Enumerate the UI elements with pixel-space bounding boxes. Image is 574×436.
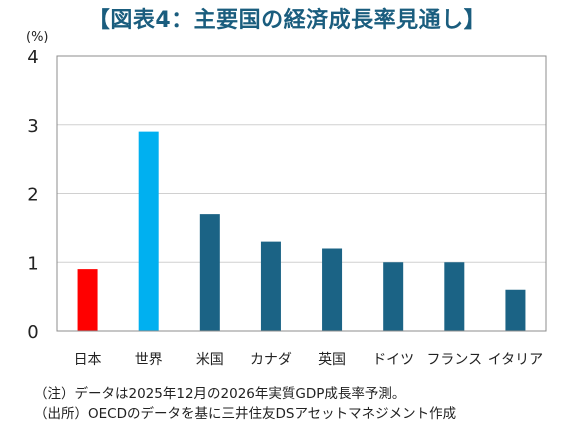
bar [260,241,281,331]
chart-notes: （注）データは2025年12月の2026年実質GDP成長率予測。 （出所）OEC… [34,384,456,424]
bar [77,269,98,331]
bar [505,289,526,331]
bar [383,262,404,331]
x-tick-label: カナダ [250,352,292,368]
x-tick-label: 英国 [318,351,346,368]
chart-title: 【図表4：主要国の経済成長率見通し】 [87,8,487,33]
bar [199,214,220,331]
y-tick-label: 4 [27,47,38,68]
bar [322,248,343,331]
y-tick-label: 1 [27,253,38,274]
x-tick-label: 米国 [196,352,224,368]
x-tick-label: ドイツ [372,352,414,368]
y-tick-label: 3 [27,116,38,137]
note-text: （注）データは2025年12月の2026年実質GDP成長率予測。 [34,386,406,402]
y-axis-unit-label: (%) [26,30,49,45]
y-tick-label: 2 [27,185,38,206]
plot-frame [56,55,547,332]
y-tick-label: 0 [27,322,38,343]
bar-chart: (%) 0 1 2 3 4 日本 世界 米国 カナダ 英国 ドイツ フランス イタリア [26,30,547,368]
source-text: （出所）OECDのデータを基に三井住友DSアセットマネジメント作成 [34,406,457,422]
bar [138,131,159,331]
bar [444,262,465,331]
x-tick-label: 世界 [135,352,163,368]
x-tick-label: 日本 [74,352,102,368]
x-tick-label: イタリア [488,352,543,368]
x-tick-label: フランス [426,352,482,368]
